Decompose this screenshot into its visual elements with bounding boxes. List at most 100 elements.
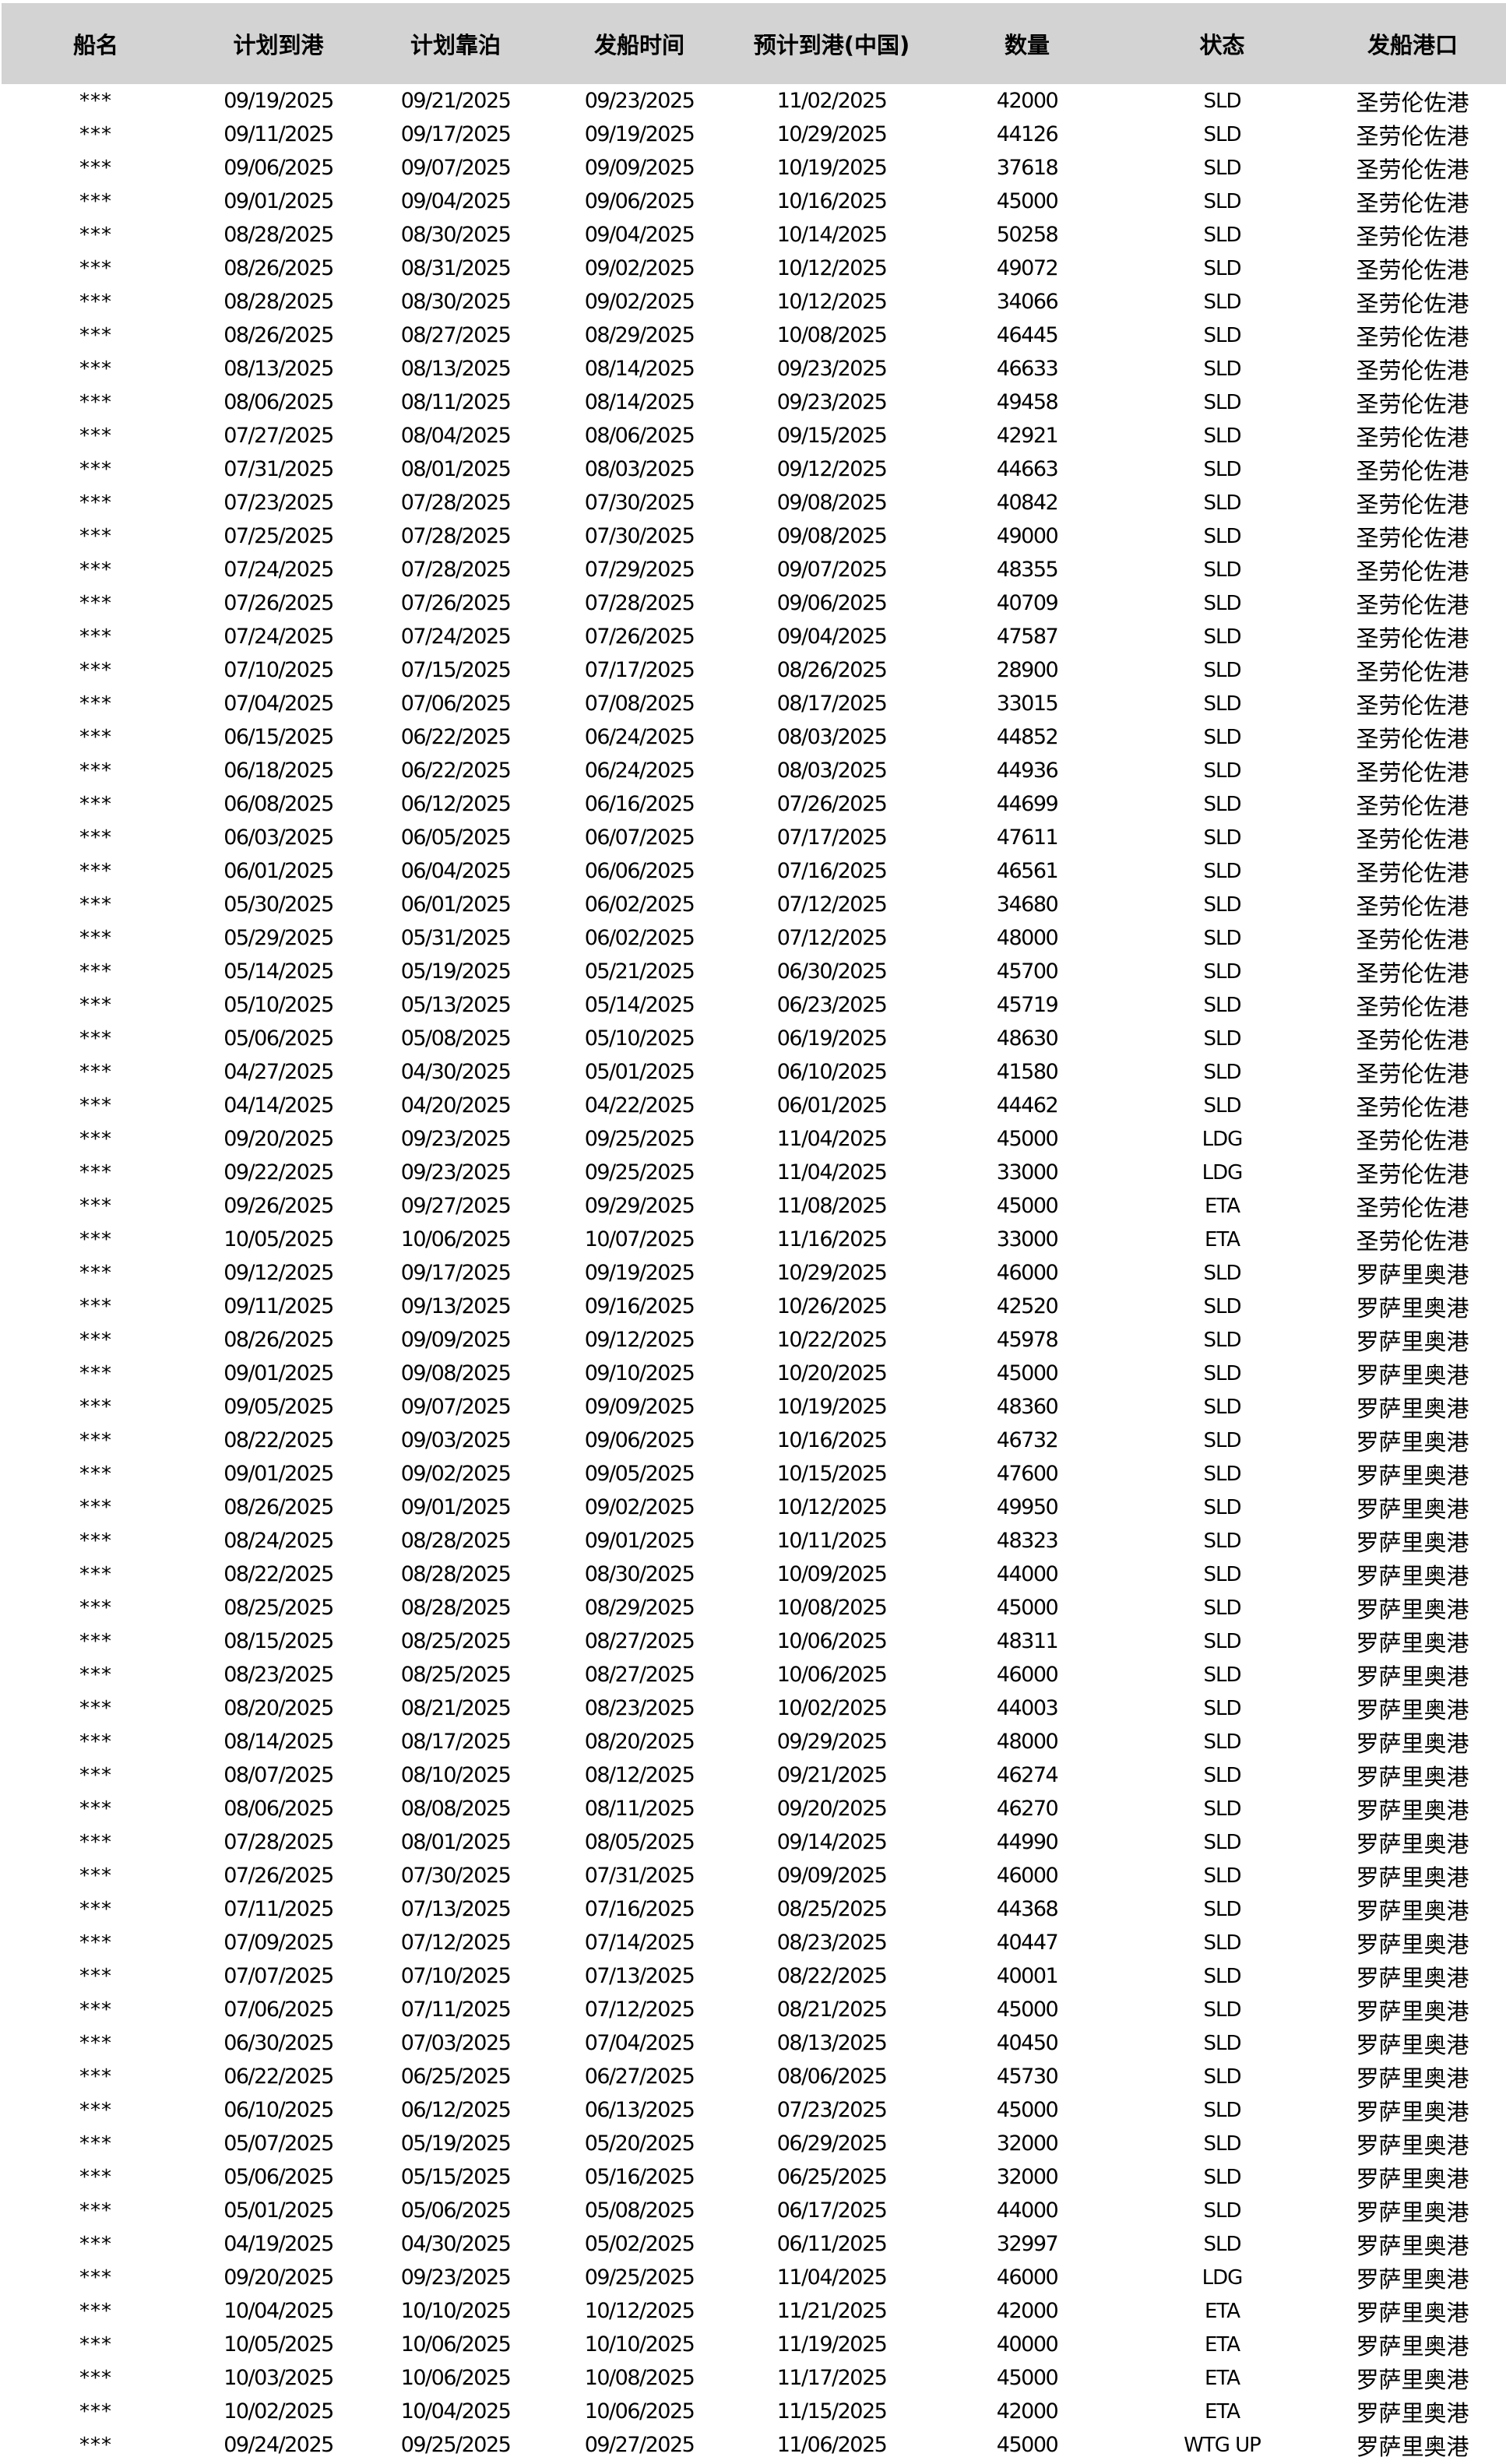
cell-departure-time[interactable]: 10/07/2025 [584, 1227, 695, 1251]
cell-eta-china[interactable]: 09/08/2025 [776, 524, 888, 548]
cell-eta-china[interactable]: 10/06/2025 [776, 1629, 888, 1653]
cell-departure-port[interactable]: 圣劳伦佐港 [1356, 859, 1469, 886]
cell-eta-china[interactable]: 11/19/2025 [776, 2332, 888, 2357]
cell-planned-arrival[interactable]: 05/07/2025 [223, 2131, 334, 2156]
cell-eta-china[interactable]: 10/16/2025 [776, 189, 888, 213]
cell-departure-port[interactable]: 罗萨里奥港 [1356, 1495, 1469, 1522]
cell-eta-china[interactable]: 07/12/2025 [776, 926, 888, 950]
cell-departure-time[interactable]: 09/06/2025 [584, 1428, 695, 1452]
cell-ship-name[interactable]: *** [79, 993, 112, 1017]
cell-departure-time[interactable]: 07/04/2025 [584, 2031, 695, 2055]
cell-ship-name[interactable]: *** [79, 2031, 112, 2055]
cell-ship-name[interactable]: *** [79, 1998, 112, 2022]
cell-ship-name[interactable]: *** [79, 1462, 112, 1486]
cell-quantity[interactable]: 34066 [996, 290, 1059, 314]
cell-status[interactable]: SLD [1203, 759, 1241, 783]
cell-eta-china[interactable]: 10/09/2025 [776, 1562, 888, 1586]
cell-quantity[interactable]: 47611 [996, 825, 1059, 850]
cell-departure-time[interactable]: 06/16/2025 [584, 792, 695, 816]
cell-planned-arrival[interactable]: 08/26/2025 [223, 1495, 334, 1519]
cell-departure-time[interactable]: 07/12/2025 [584, 1998, 695, 2022]
cell-departure-time[interactable]: 07/08/2025 [584, 692, 695, 716]
cell-quantity[interactable]: 44003 [996, 1696, 1059, 1720]
cell-planned-berthing[interactable]: 07/28/2025 [400, 491, 512, 515]
cell-eta-china[interactable]: 10/19/2025 [776, 1395, 888, 1419]
cell-departure-time[interactable]: 06/07/2025 [584, 825, 695, 850]
cell-quantity[interactable]: 44990 [996, 1830, 1059, 1854]
cell-quantity[interactable]: 32000 [996, 2165, 1059, 2189]
cell-planned-arrival[interactable]: 07/25/2025 [223, 524, 334, 548]
cell-quantity[interactable]: 41580 [996, 1060, 1059, 1084]
cell-planned-arrival[interactable]: 08/22/2025 [223, 1428, 334, 1452]
cell-status[interactable]: SLD [1203, 1361, 1241, 1385]
cell-departure-port[interactable]: 罗萨里奥港 [1356, 1462, 1469, 1489]
cell-eta-china[interactable]: 09/21/2025 [776, 1763, 888, 1787]
cell-planned-berthing[interactable]: 08/08/2025 [400, 1797, 512, 1821]
cell-departure-time[interactable]: 09/04/2025 [584, 223, 695, 247]
cell-ship-name[interactable]: *** [79, 1160, 112, 1184]
cell-status[interactable]: SLD [1203, 1495, 1241, 1519]
cell-planned-arrival[interactable]: 04/27/2025 [223, 1060, 334, 1084]
cell-status[interactable]: SLD [1203, 1730, 1241, 1754]
cell-eta-china[interactable]: 10/08/2025 [776, 1596, 888, 1620]
cell-quantity[interactable]: 42520 [996, 1294, 1059, 1318]
cell-eta-china[interactable]: 10/12/2025 [776, 256, 888, 280]
cell-quantity[interactable]: 45000 [996, 1194, 1059, 1218]
cell-status[interactable]: ETA [1204, 2332, 1240, 2357]
cell-planned-arrival[interactable]: 05/06/2025 [223, 1026, 334, 1051]
cell-status[interactable]: SLD [1203, 424, 1241, 448]
cell-status[interactable]: SLD [1203, 1998, 1241, 2022]
cell-planned-arrival[interactable]: 08/23/2025 [223, 1663, 334, 1687]
cell-departure-time[interactable]: 06/27/2025 [584, 2064, 695, 2089]
cell-departure-port[interactable]: 圣劳伦佐港 [1356, 892, 1469, 920]
cell-quantity[interactable]: 40709 [996, 591, 1059, 615]
cell-ship-name[interactable]: *** [79, 357, 112, 381]
cell-planned-berthing[interactable]: 10/06/2025 [400, 2332, 512, 2357]
cell-departure-time[interactable]: 08/14/2025 [584, 390, 695, 414]
cell-departure-port[interactable]: 罗萨里奥港 [1356, 2064, 1469, 2092]
cell-status[interactable]: SLD [1203, 457, 1241, 481]
cell-departure-port[interactable]: 罗萨里奥港 [1356, 2098, 1469, 2125]
cell-eta-china[interactable]: 10/06/2025 [776, 1663, 888, 1687]
cell-eta-china[interactable]: 11/16/2025 [776, 1227, 888, 1251]
cell-status[interactable]: SLD [1203, 357, 1241, 381]
cell-eta-china[interactable]: 06/23/2025 [776, 993, 888, 1017]
cell-ship-name[interactable]: *** [79, 859, 112, 883]
cell-status[interactable]: SLD [1203, 256, 1241, 280]
cell-planned-berthing[interactable]: 08/21/2025 [400, 1696, 512, 1720]
cell-planned-berthing[interactable]: 08/27/2025 [400, 323, 512, 347]
cell-quantity[interactable]: 40000 [996, 2332, 1059, 2357]
cell-departure-time[interactable]: 09/29/2025 [584, 1194, 695, 1218]
cell-departure-port[interactable]: 圣劳伦佐港 [1356, 993, 1469, 1020]
cell-ship-name[interactable]: *** [79, 122, 112, 146]
cell-planned-berthing[interactable]: 07/15/2025 [400, 658, 512, 682]
cell-departure-port[interactable]: 罗萨里奥港 [1356, 1730, 1469, 1757]
cell-status[interactable]: LDG [1202, 1160, 1244, 1184]
cell-eta-china[interactable]: 10/12/2025 [776, 290, 888, 314]
cell-ship-name[interactable]: *** [79, 457, 112, 481]
cell-quantity[interactable]: 47587 [996, 625, 1059, 649]
cell-departure-port[interactable]: 罗萨里奥港 [1356, 1629, 1469, 1656]
cell-departure-time[interactable]: 05/02/2025 [584, 2232, 695, 2256]
cell-eta-china[interactable]: 06/01/2025 [776, 1093, 888, 1118]
cell-planned-berthing[interactable]: 09/23/2025 [400, 1127, 512, 1151]
cell-status[interactable]: SLD [1203, 189, 1241, 213]
cell-planned-arrival[interactable]: 09/24/2025 [223, 2433, 334, 2457]
cell-quantity[interactable]: 44368 [996, 1897, 1059, 1921]
cell-departure-time[interactable]: 09/12/2025 [584, 1328, 695, 1352]
cell-departure-time[interactable]: 09/16/2025 [584, 1294, 695, 1318]
cell-status[interactable]: SLD [1203, 792, 1241, 816]
cell-status[interactable]: SLD [1203, 725, 1241, 749]
cell-ship-name[interactable]: *** [79, 424, 112, 448]
cell-departure-port[interactable]: 圣劳伦佐港 [1356, 625, 1469, 652]
cell-departure-port[interactable]: 罗萨里奥港 [1356, 2299, 1469, 2326]
cell-planned-berthing[interactable]: 05/19/2025 [400, 2131, 512, 2156]
cell-quantity[interactable]: 46000 [996, 2265, 1059, 2290]
cell-quantity[interactable]: 46000 [996, 1663, 1059, 1687]
cell-eta-china[interactable]: 10/15/2025 [776, 1462, 888, 1486]
cell-planned-berthing[interactable]: 08/01/2025 [400, 1830, 512, 1854]
cell-status[interactable]: SLD [1203, 122, 1241, 146]
cell-departure-time[interactable]: 07/13/2025 [584, 1964, 695, 1988]
cell-quantity[interactable]: 46000 [996, 1261, 1059, 1285]
cell-planned-arrival[interactable]: 09/19/2025 [223, 89, 334, 113]
